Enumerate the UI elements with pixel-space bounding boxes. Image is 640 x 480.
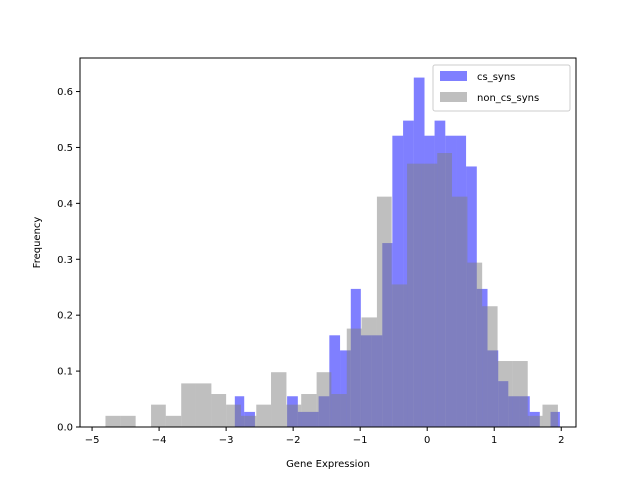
bar-non-cs-syns-5 (195, 383, 212, 427)
bar-non-cs-syns-4 (181, 383, 196, 427)
bar-non-cs-syns-11 (286, 404, 302, 427)
x-tick-label: −5 (85, 435, 100, 446)
legend-label-non-cs-syns: non_cs_syns (477, 93, 539, 104)
bar-non-cs-syns-18 (391, 284, 408, 427)
x-tick-label: −2 (286, 435, 301, 446)
x-axis-ticks: −5 −4 −3 −2 −1 0 1 2 (85, 427, 564, 446)
bar-non-cs-syns-20 (421, 163, 438, 428)
bar-non-cs-syns-15 (346, 328, 362, 427)
bar-non-cs-syns-3 (165, 415, 182, 427)
bar-non-cs-syns-23 (467, 262, 483, 427)
bar-cs-syns-6 (340, 350, 351, 427)
bar-non-cs-syns-26 (512, 361, 528, 427)
bar-non-cs-syns-12 (301, 394, 317, 427)
y-tick-label: 0.1 (57, 367, 73, 378)
histogram-bars (105, 77, 560, 428)
bar-non-cs-syns-9 (256, 404, 272, 427)
bar-non-cs-syns-21 (437, 153, 452, 428)
bar-non-cs-syns-27 (527, 415, 543, 427)
x-tick-label: 2 (558, 435, 564, 446)
bar-non-cs-syns-14 (331, 394, 347, 427)
x-tick-label: −3 (219, 435, 234, 446)
bar-non-cs-syns-2 (151, 404, 166, 427)
bar-cs-syns-5 (329, 335, 341, 427)
x-tick-label: −4 (152, 435, 167, 446)
bar-non-cs-syns-10 (271, 372, 287, 427)
bar-non-cs-syns-25 (497, 361, 513, 427)
x-axis-label: Gene Expression (286, 459, 370, 470)
bar-non-cs-syns-6 (211, 394, 227, 427)
legend: cs_syns non_cs_syns (432, 64, 571, 112)
legend-box (432, 64, 571, 112)
bar-non-cs-syns-22 (452, 196, 468, 427)
x-tick-label: 0 (424, 435, 430, 446)
y-tick-label: 0.6 (57, 87, 73, 98)
bar-non-cs-syns-13 (316, 372, 332, 427)
legend-swatch-cs-syns (440, 71, 467, 81)
y-tick-label: 0.0 (57, 423, 73, 434)
x-tick-label: −1 (353, 435, 368, 446)
bar-non-cs-syns-16 (361, 317, 377, 427)
bar-non-cs-syns-1 (120, 415, 136, 427)
y-tick-label: 0.4 (57, 199, 73, 210)
legend-label-cs-syns: cs_syns (477, 72, 515, 83)
y-tick-label: 0.3 (57, 255, 73, 266)
y-axis-label: Frequency (32, 217, 43, 269)
bar-non-cs-syns-19 (407, 163, 422, 428)
bar-non-cs-syns-17 (376, 196, 392, 427)
bar-non-cs-syns-8 (240, 415, 257, 427)
x-tick-label: 1 (491, 435, 497, 446)
y-tick-label: 0.5 (57, 143, 73, 154)
bar-non-cs-syns-7 (226, 404, 241, 427)
axes-frame (79, 57, 577, 428)
bar-non-cs-syns-0 (105, 415, 121, 427)
bar-cs-syns-11 (392, 135, 404, 427)
bar-non-cs-syns-28 (542, 404, 558, 427)
legend-swatch-non-cs-syns (440, 92, 467, 102)
y-tick-label: 0.2 (57, 311, 73, 322)
bar-non-cs-syns-24 (482, 306, 498, 427)
y-axis-ticks: 0.0 0.1 0.2 0.3 0.4 0.5 0.6 (57, 87, 80, 434)
